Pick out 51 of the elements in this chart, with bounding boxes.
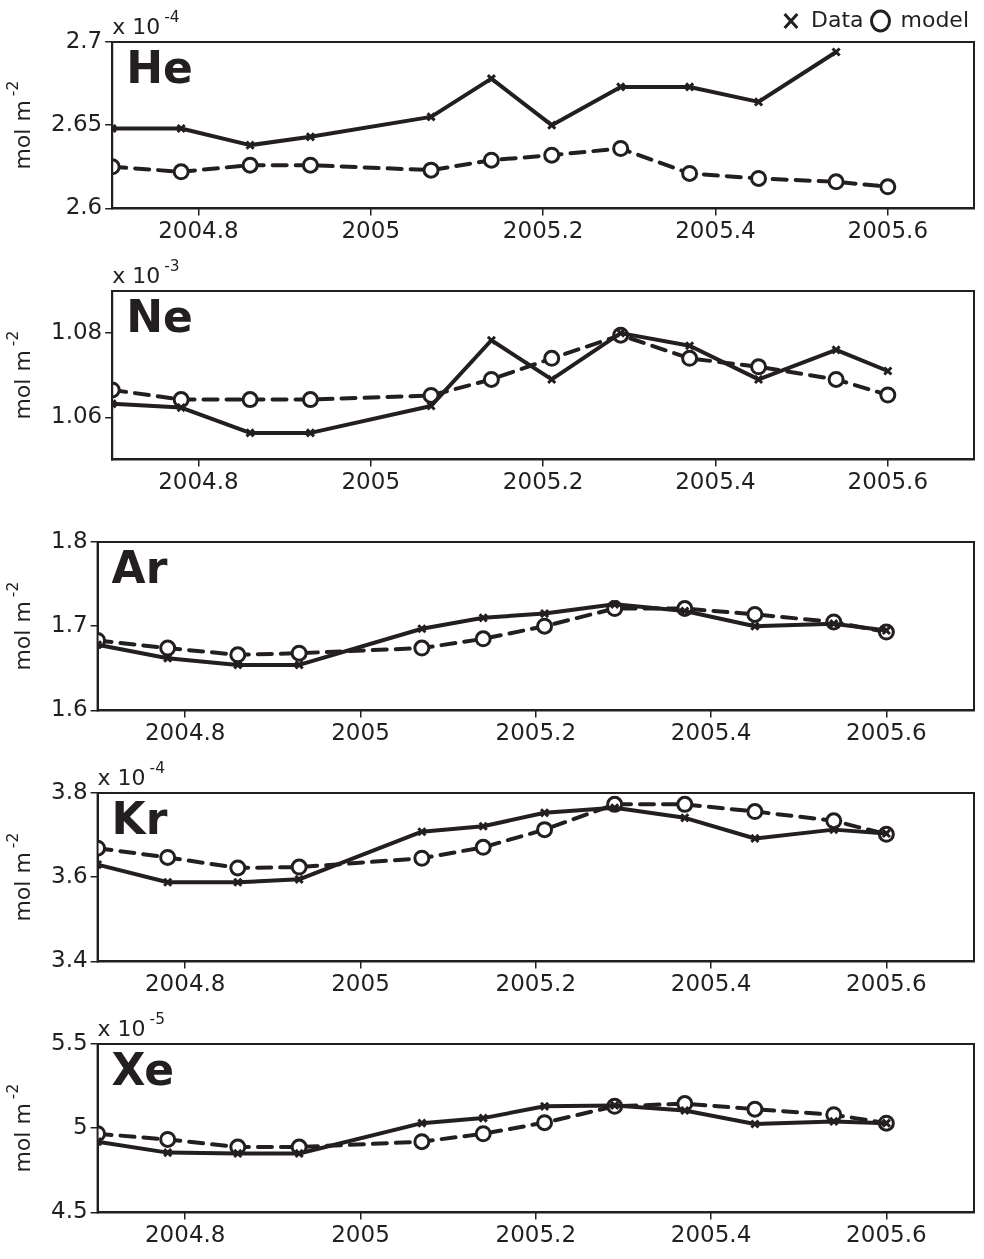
- legend-label: model: [900, 6, 970, 32]
- x-tick-label: 2005.2: [495, 970, 577, 997]
- x-tick-label: 2005.2: [495, 1221, 577, 1248]
- y-tick-label: 4.5: [51, 1197, 88, 1224]
- y-axis-title: mol m-2: [3, 1083, 35, 1173]
- y-tick-label: 1.6: [51, 695, 88, 722]
- x-tick-label: 2004.8: [158, 468, 239, 495]
- x-tick-label: 2005: [331, 719, 390, 746]
- y-axis-title: mol m-2: [3, 581, 35, 671]
- y-tick-label: 2.65: [50, 110, 103, 137]
- x-tick-label: 2005.6: [846, 970, 927, 997]
- x-tick-label: 2005.2: [502, 468, 584, 495]
- chart-title: Ar: [111, 542, 168, 594]
- x-tick-label: 2004.8: [144, 970, 226, 997]
- x-tick-label: 2005.4: [675, 468, 756, 495]
- x-tick-label: 2005.6: [847, 468, 929, 495]
- x-tick-label: 2004.8: [158, 217, 239, 244]
- y-tick-label: 3.6: [51, 862, 88, 889]
- x-tick-label: 2005.4: [670, 1221, 752, 1248]
- y-axis-title: mol m-2: [3, 330, 35, 420]
- x-tick-label: 2005.2: [495, 719, 577, 746]
- chart-title: Kr: [111, 793, 168, 845]
- x-tick-label: 2005: [331, 970, 390, 997]
- chart-title: He: [126, 42, 193, 94]
- legend-label: Data: [810, 6, 864, 32]
- x-tick-label: 2005.6: [847, 217, 929, 244]
- y-tick-label: 1.7: [51, 611, 88, 638]
- x-tick-label: 2004.8: [144, 1221, 226, 1248]
- y-tick-label: 5.5: [51, 1028, 88, 1055]
- y-tick-label: 3.4: [51, 946, 88, 973]
- x-tick-label: 2005.4: [675, 217, 756, 244]
- x-tick-label: 2005: [331, 1221, 390, 1248]
- x-tick-label: 2005: [341, 217, 401, 244]
- y-axis-title: mol m-2: [3, 832, 35, 922]
- y-tick-label: 5: [72, 1113, 88, 1140]
- x-tick-label: 2005.6: [846, 1221, 927, 1248]
- x-tick-label: 2005.6: [846, 719, 927, 746]
- chart-title: Xe: [111, 1044, 175, 1096]
- y-tick-label: 1.06: [50, 402, 103, 429]
- y-tick-label: 3.8: [51, 777, 88, 804]
- x-tick-label: 2005.4: [670, 719, 752, 746]
- x-tick-label: 2005: [341, 468, 401, 495]
- y-tick-label: 1.8: [51, 526, 88, 553]
- y-tick-label: 2.7: [65, 26, 103, 53]
- y-tick-label: 1.08: [50, 318, 103, 345]
- x-tick-label: 2005.2: [502, 217, 584, 244]
- x-tick-label: 2004.8: [144, 719, 226, 746]
- y-axis-title: mol m-2: [3, 80, 35, 170]
- y-tick-label: 2.6: [65, 193, 103, 220]
- chart-title: Ne: [126, 291, 193, 343]
- x-tick-label: 2005.4: [670, 970, 752, 997]
